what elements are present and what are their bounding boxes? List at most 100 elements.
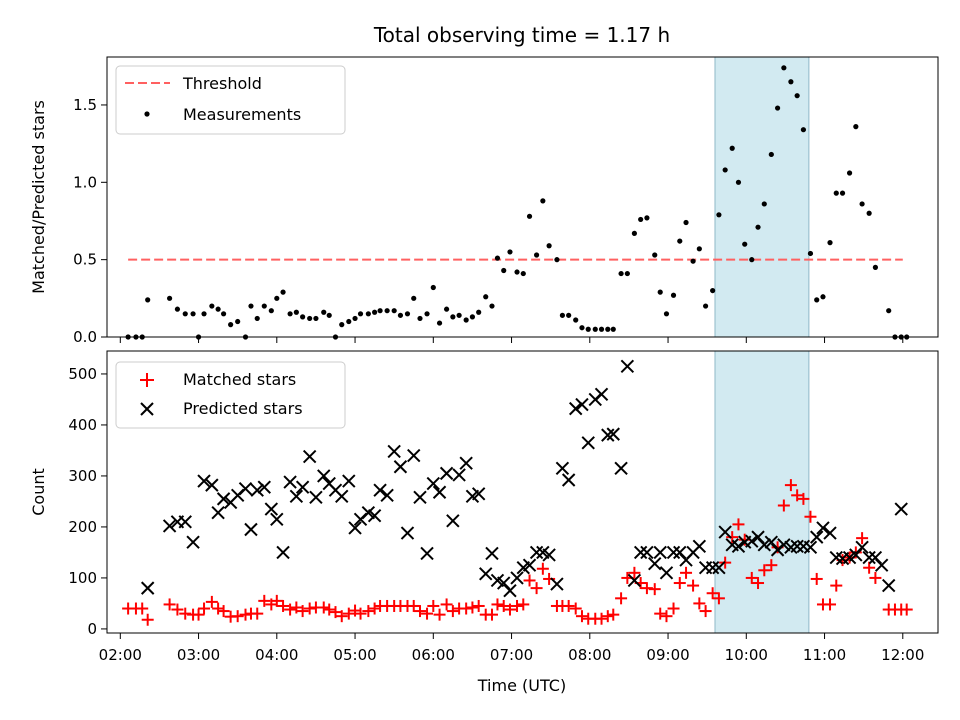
legend: Matched stars Predicted stars (115, 361, 346, 429)
measurement-point (820, 294, 826, 300)
measurement-point (592, 326, 598, 332)
matched-star-point (804, 510, 817, 523)
predicted-star-point (581, 436, 595, 450)
matched-star-point (693, 597, 706, 610)
measurement-point (372, 309, 378, 315)
measurement-point (346, 318, 352, 325)
predicted-star-point (205, 478, 219, 492)
predicted-star-point (692, 539, 707, 554)
predicted-star-point (594, 387, 609, 402)
matched-star-point (687, 579, 700, 592)
predicted-star-point (731, 539, 746, 554)
measurement-point (430, 284, 436, 291)
measurement-point (352, 315, 358, 322)
predicted-star-point (659, 566, 674, 580)
measurement-point (443, 306, 450, 312)
matched-star-point (335, 610, 348, 623)
measurement-point (761, 201, 767, 207)
axis-ticks: 0 100 200 300 400 500 02:00 03:00 04:00 05:00 06:0… (68, 365, 924, 664)
measurement-point (652, 252, 658, 258)
predicted-star-point (745, 534, 759, 548)
predicted-star-point (510, 571, 524, 585)
matched-star-point (680, 566, 693, 579)
x-tick-label: 08:00 (568, 646, 611, 664)
measurement-point (677, 238, 683, 244)
predicted-star-point (479, 567, 493, 581)
matched-star-point (810, 572, 823, 585)
measurement-point (463, 317, 469, 323)
measurement-point (554, 257, 560, 263)
measurement-point (846, 170, 853, 176)
matched-star-point (654, 607, 667, 620)
matched-star-point (752, 577, 765, 590)
matched-star-point (530, 582, 543, 595)
y-axis-label: Count (29, 468, 48, 516)
measurement-point (579, 325, 585, 331)
predicted-star-point (309, 490, 323, 505)
matched-star-point (745, 571, 758, 584)
measurement-point (287, 311, 293, 317)
predicted-star-point (614, 461, 628, 475)
measurement-point (489, 303, 495, 309)
measurement-point (501, 267, 507, 274)
matched-star-point (317, 601, 330, 614)
predicted-star-point (426, 476, 441, 491)
predicted-star-point (606, 427, 620, 441)
measurement-point (839, 190, 846, 196)
matched-star-point (491, 598, 504, 611)
matched-star-point (517, 598, 530, 611)
y-tick-label: 100 (68, 569, 97, 587)
measurement-point (610, 326, 616, 332)
y-tick-label: 200 (68, 518, 97, 536)
predicted-star-point (264, 502, 279, 516)
matched-star-point (595, 612, 608, 625)
y-tick-label: 1.0 (73, 173, 97, 191)
measurement-point (377, 308, 383, 314)
measurement-point (469, 314, 476, 320)
measurement-point (174, 306, 181, 312)
predicted-star-point (471, 487, 486, 501)
matched-star-point (628, 566, 641, 579)
matched-star-point (536, 562, 549, 575)
measurement-point (749, 257, 755, 263)
predicted-star-point (757, 538, 771, 552)
predicted-star-point (550, 577, 564, 591)
predicted-star-point (186, 535, 200, 549)
matched-star-point (198, 602, 211, 615)
x-tick-label: 03:00 (177, 646, 220, 664)
predicted-star-point (413, 490, 427, 505)
matched-star-point (163, 598, 176, 611)
predicted-star-point (335, 489, 349, 504)
matched-star-point (732, 518, 745, 531)
matched-star-point (270, 594, 283, 607)
measurement-point (215, 306, 221, 312)
matched-star-point (673, 577, 686, 590)
measurement-point (190, 311, 196, 317)
predicted-star-point (407, 448, 421, 463)
measurement-point (476, 309, 482, 315)
matched-star-point (797, 492, 810, 505)
predicted-star-point (211, 505, 225, 520)
predicted-star-point (601, 428, 615, 442)
matched-star-point (205, 595, 218, 608)
predicted-star-point (633, 545, 648, 560)
measurement-point (833, 190, 839, 196)
measurement-point (696, 246, 702, 252)
matched-star-point (856, 532, 869, 545)
measurement-point (514, 269, 520, 275)
measurement-point (411, 295, 417, 301)
matched-star-point (460, 602, 473, 615)
measurement-point (657, 289, 663, 295)
matched-star-point (667, 602, 680, 615)
matched-star-point (784, 479, 797, 492)
predicted-star-point (238, 481, 253, 496)
measurement-point (690, 258, 696, 264)
measurement-point (228, 322, 234, 328)
measurement-point (722, 167, 728, 173)
measurements-points (125, 65, 910, 340)
matched-star-point (171, 603, 184, 616)
predicted-star-point (420, 546, 434, 561)
measurement-point (663, 311, 670, 317)
matched-star-point (791, 489, 804, 502)
measurement-point (618, 270, 624, 277)
